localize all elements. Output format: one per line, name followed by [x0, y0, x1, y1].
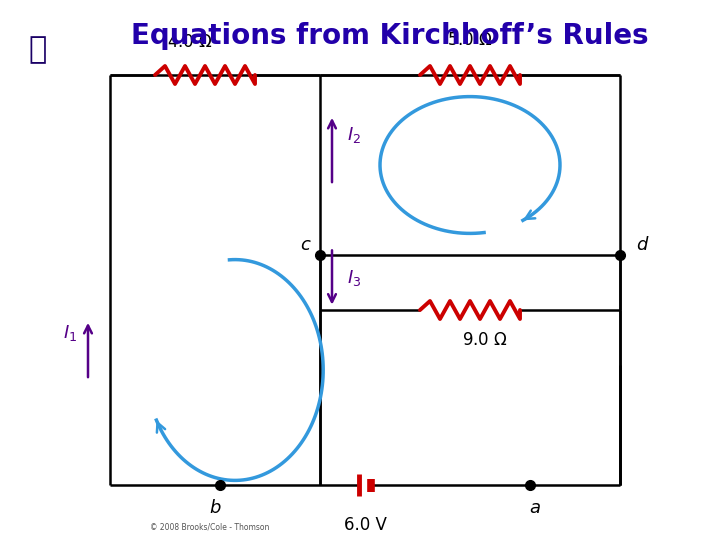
Text: $I_3$: $I_3$	[347, 267, 361, 287]
Text: a: a	[529, 499, 541, 517]
Text: $I_1$: $I_1$	[63, 323, 77, 343]
Text: b: b	[210, 499, 221, 517]
Text: 🦎: 🦎	[29, 35, 47, 64]
Text: 5.0 $\Omega$: 5.0 $\Omega$	[447, 31, 493, 49]
Text: 6.0 V: 6.0 V	[343, 516, 387, 534]
Text: © 2008 Brooks/Cole - Thomson: © 2008 Brooks/Cole - Thomson	[150, 523, 269, 532]
Text: d: d	[636, 236, 648, 254]
Text: c: c	[300, 236, 310, 254]
Text: $I_2$: $I_2$	[347, 125, 361, 145]
Text: Equations from Kirchhoff’s Rules: Equations from Kirchhoff’s Rules	[131, 22, 649, 50]
Text: 9.0 $\Omega$: 9.0 $\Omega$	[462, 331, 508, 349]
Text: 4.0 $\Omega$: 4.0 $\Omega$	[167, 33, 213, 51]
